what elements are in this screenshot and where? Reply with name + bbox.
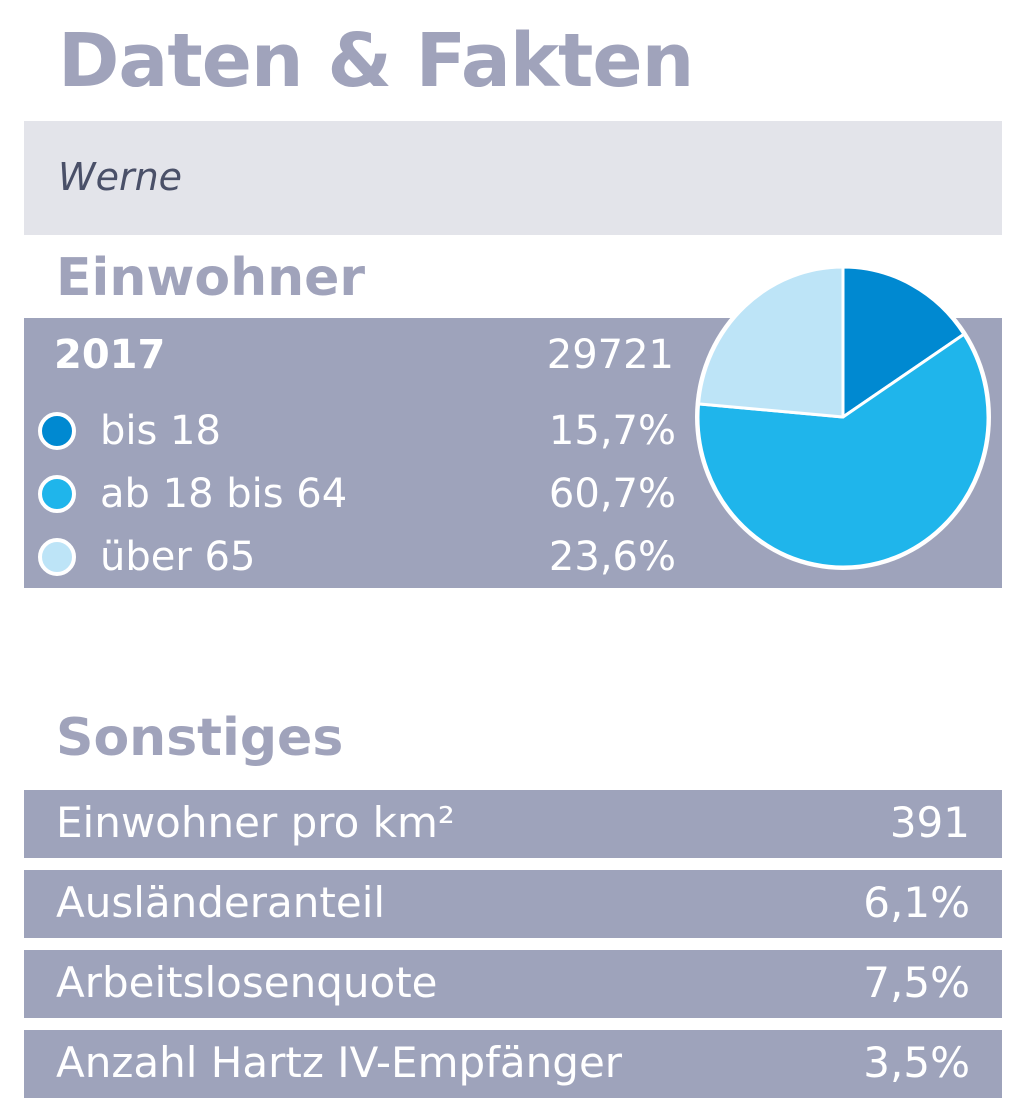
stat-value: 3,5% [863, 1038, 970, 1087]
legend-value: 60,7% [548, 471, 676, 517]
stat-value: 6,1% [863, 878, 970, 927]
stat-label: Arbeitslosenquote [56, 958, 438, 1007]
legend-dot-18-to-64 [38, 475, 76, 513]
legend-value: 23,6% [548, 534, 676, 580]
stat-row-density: Einwohner pro km² 391 [24, 790, 1002, 858]
stat-label: Ausländeranteil [56, 878, 386, 927]
stat-row-unemployment: Arbeitslosenquote 7,5% [24, 950, 1002, 1018]
location-name: Werne [58, 155, 183, 199]
pie-slice-2 [697, 265, 845, 419]
legend-label: über 65 [100, 534, 256, 580]
page-title: Daten & Fakten [58, 18, 694, 104]
legend-item-under-18: bis 18 15,7% [36, 408, 676, 460]
location-band: Werne [24, 121, 1002, 235]
stat-label: Anzahl Hartz IV-Empfänger [56, 1038, 623, 1087]
legend-item-over-65: über 65 23,6% [36, 534, 676, 586]
population-heading: Einwohner [56, 248, 366, 308]
pie-slice-1 [696, 332, 990, 569]
population-year: 2017 [54, 332, 166, 378]
pie-slice-0 [841, 265, 966, 419]
legend-dot-under-18 [38, 412, 76, 450]
legend-item-18-to-64: ab 18 bis 64 60,7% [36, 471, 676, 523]
stat-row-foreigners: Ausländeranteil 6,1% [24, 870, 1002, 938]
stat-label: Einwohner pro km² [56, 798, 455, 847]
stat-value: 7,5% [863, 958, 970, 1007]
legend-dot-over-65 [38, 538, 76, 576]
misc-heading: Sonstiges [56, 708, 344, 768]
stat-row-hartz-iv: Anzahl Hartz IV-Empfänger 3,5% [24, 1030, 1002, 1098]
legend-label: bis 18 [100, 408, 221, 454]
legend-label: ab 18 bis 64 [100, 471, 348, 517]
stat-value: 391 [889, 798, 970, 847]
legend-value: 15,7% [548, 408, 676, 454]
population-total: 29721 [546, 332, 674, 378]
population-pie-chart [695, 264, 991, 570]
